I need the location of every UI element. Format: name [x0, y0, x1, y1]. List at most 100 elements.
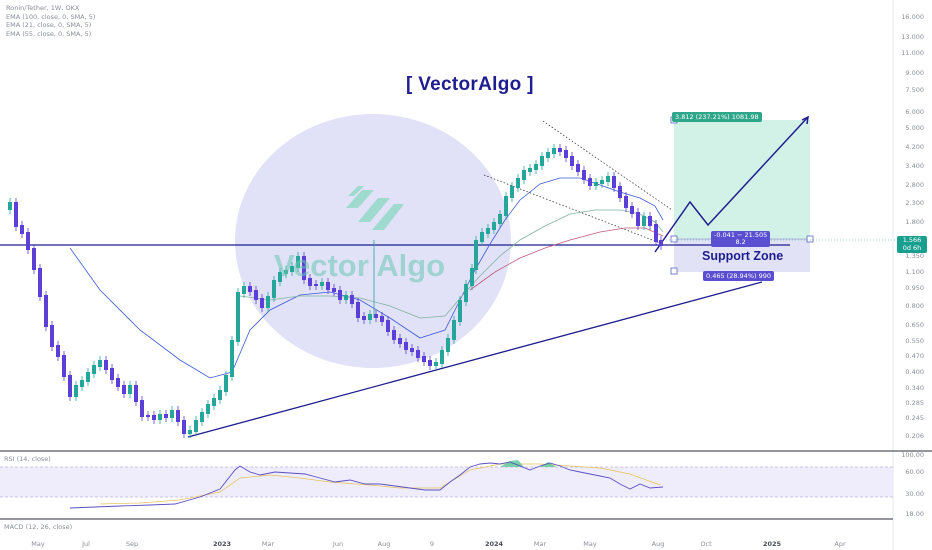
- time-axis-tick: Apr: [834, 540, 846, 548]
- candle-body: [480, 232, 484, 242]
- candle-body: [134, 385, 138, 402]
- candle-body: [14, 202, 18, 227]
- candle-body: [464, 284, 468, 302]
- handle-bl[interactable]: [670, 267, 678, 275]
- candle-body: [314, 284, 318, 286]
- candle-body: [404, 342, 408, 350]
- candle-body: [350, 295, 354, 304]
- channel-upper[interactable]: [542, 120, 673, 211]
- zone-measure-badge: 0.465 (28.94%) 990: [703, 271, 775, 281]
- candle-body: [92, 365, 96, 374]
- candle-body: [452, 320, 456, 340]
- candle-body: [224, 375, 228, 392]
- candle-body: [510, 186, 514, 198]
- candle-body: [80, 380, 84, 387]
- price-axis-tick: 3.400: [905, 162, 924, 170]
- price-axis-tick: 0.245: [905, 414, 924, 422]
- time-axis-tick: May: [583, 540, 597, 548]
- candle-body: [368, 314, 372, 320]
- time-axis-tick: May: [31, 540, 45, 548]
- time-axis-tick: Mar: [533, 540, 547, 548]
- candle-body: [498, 214, 502, 224]
- candle-body: [8, 202, 12, 210]
- time-axis-tick: 2024: [484, 540, 504, 548]
- time-axis-tick: Sep: [125, 540, 139, 548]
- price-axis-tick: 0.470: [905, 352, 924, 360]
- candle-body: [636, 212, 640, 226]
- handle-ml[interactable]: [670, 235, 678, 243]
- candle-body: [266, 296, 270, 308]
- short-measure-badge: -0.041 − 21.505 8.2: [711, 231, 771, 247]
- legend-ema-21: EMA (21, close, 0, SMA, 5): [6, 21, 92, 29]
- support-zone-label: Support Zone: [702, 249, 784, 263]
- candle-body: [374, 314, 378, 318]
- candle-body: [176, 410, 180, 422]
- last-price-tag: 1.566 0d 6h: [897, 236, 927, 253]
- candle-body: [618, 186, 622, 198]
- short-measure-main: -0.041 − 21.505: [714, 231, 768, 239]
- candle-body: [440, 350, 444, 364]
- legend-ema-100: EMA (100, close, 0, SMA, 5): [6, 12, 96, 21]
- time-axis-tick: Aug: [651, 540, 665, 548]
- price-axis-tick: 0.285: [905, 399, 924, 407]
- candle-body: [630, 206, 634, 214]
- price-axis-tick: 0.340: [905, 384, 924, 392]
- candle-body: [356, 302, 360, 318]
- time-axis-tick: Mar: [261, 540, 275, 548]
- candle-body: [344, 295, 348, 300]
- rsi-band: [0, 467, 893, 497]
- candle-body: [398, 338, 402, 344]
- price-axis-tick: 2.300: [905, 199, 924, 207]
- candle-body: [290, 266, 294, 272]
- macd-label[interactable]: MACD (12, 26, close): [4, 523, 73, 531]
- candle-body: [492, 222, 496, 230]
- candle-body: [428, 360, 432, 366]
- candle-body: [68, 375, 72, 397]
- candle-body: [56, 345, 60, 357]
- rising-trendline[interactable]: [187, 281, 763, 438]
- candle-body: [302, 256, 306, 280]
- candle-body: [20, 225, 24, 234]
- candle-body: [362, 316, 366, 320]
- candle-body: [242, 286, 246, 294]
- ema-fast-line: [69, 177, 664, 379]
- legend-ema-55: EMA (55, close, 0, SMA, 5): [6, 29, 92, 38]
- candle-layer: [8, 144, 663, 438]
- candle-body: [218, 390, 222, 400]
- time-axis-tick: Aug: [377, 540, 391, 548]
- candle-body: [642, 216, 646, 226]
- projection-path[interactable]: [654, 116, 809, 253]
- candle-body: [44, 295, 48, 327]
- time-axis-tick: 2023: [212, 540, 232, 548]
- candle-body: [516, 178, 520, 188]
- price-axis-tick: 0.400: [905, 368, 924, 376]
- price-axis-tick: 9.000: [905, 69, 924, 77]
- candle-body: [200, 412, 204, 422]
- candle-body: [588, 178, 592, 186]
- candle-body: [386, 320, 390, 332]
- rsi-line: [69, 461, 664, 509]
- price-axis-tick: 0.800: [905, 302, 924, 310]
- watermark-text: Vector Algo: [274, 248, 446, 283]
- candle-body: [308, 278, 312, 286]
- chart-legend[interactable]: Ronin/Tether, 1W, OKX EMA (100, close, 0…: [6, 4, 95, 38]
- candle-body: [74, 385, 78, 397]
- candle-body: [146, 415, 150, 417]
- watermark-circle: [235, 114, 511, 368]
- handle-mr[interactable]: [806, 235, 814, 243]
- candle-body: [188, 430, 192, 434]
- candle-body: [296, 256, 300, 268]
- projection-arrowhead: [801, 115, 809, 125]
- candle-body: [110, 368, 114, 380]
- candle-body: [86, 372, 90, 382]
- candle-body: [158, 414, 162, 420]
- price-axis-tick: 0.650: [905, 321, 924, 329]
- candle-body: [236, 292, 240, 342]
- rsi-label[interactable]: RSI (14, close): [4, 455, 51, 463]
- candle-body: [380, 316, 384, 322]
- candle-body: [278, 272, 282, 282]
- price-axis-tick: 5.000: [905, 124, 924, 132]
- price-axis-tick: 1.350: [905, 252, 924, 260]
- price-axis-tick: 0.206: [905, 432, 924, 440]
